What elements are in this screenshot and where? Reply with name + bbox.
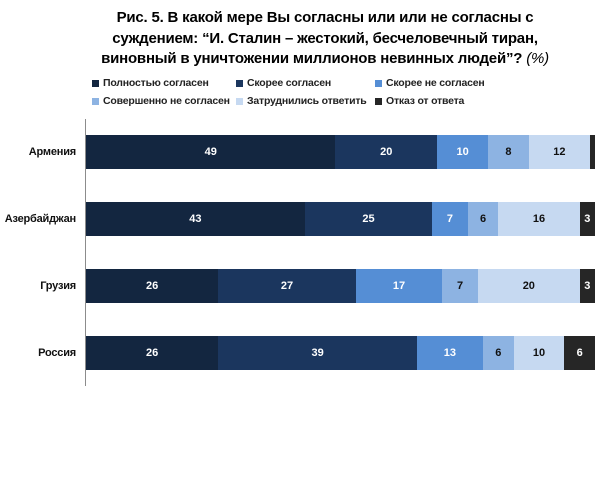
- data-label: 12: [553, 146, 566, 159]
- data-label: 20: [380, 146, 393, 159]
- data-label: 7: [457, 279, 464, 292]
- bar-segment: 49: [86, 135, 336, 170]
- legend-item: Совершенно не согласен: [92, 94, 230, 108]
- bar-segment: 27: [218, 268, 356, 303]
- data-label: 3: [584, 213, 591, 226]
- legend-swatch: [375, 79, 382, 87]
- category-label: Россия: [38, 346, 76, 359]
- data-label: 17: [392, 279, 406, 292]
- bar-segment: [589, 135, 595, 170]
- legend-swatch: [236, 79, 243, 87]
- data-label: 43: [189, 213, 202, 226]
- legend-swatch: [92, 79, 99, 87]
- bar-segment: 26: [86, 335, 219, 370]
- data-label: 10: [532, 346, 546, 359]
- title-unit: (%): [526, 50, 549, 67]
- chart-title: Рис. 5. В какой мере Вы согласны или или…: [60, 8, 590, 70]
- data-label: 3: [584, 279, 591, 292]
- bar-segment: 20: [335, 135, 438, 170]
- data-label: 20: [522, 279, 535, 292]
- bar-segment: 43: [86, 202, 305, 237]
- data-label: 8: [505, 146, 512, 159]
- title-line-3: виновный в уничтожении миллионов невинны…: [60, 49, 590, 70]
- data-label: 6: [495, 346, 502, 359]
- legend-item: Скорее согласен: [236, 76, 331, 90]
- data-label: 26: [146, 279, 159, 292]
- legend-swatch: [92, 97, 99, 105]
- legend-swatch: [375, 97, 382, 105]
- title-line-3-text: виновный в уничтожении миллионов невинны…: [101, 50, 523, 67]
- legend-item: Скорее не согласен: [375, 76, 485, 90]
- data-label: 6: [576, 346, 583, 359]
- bar-segment: 20: [477, 268, 580, 303]
- data-label: 13: [443, 346, 457, 359]
- bar-segment: 6: [467, 202, 499, 237]
- legend-item: Затруднились ответить: [236, 94, 367, 108]
- bar-segment: 16: [498, 202, 580, 237]
- legend-label: Скорее не согласен: [386, 77, 485, 89]
- legend-swatch: [236, 97, 243, 105]
- bar-segment: 7: [432, 202, 468, 237]
- bar-segment: 25: [304, 202, 433, 237]
- bar-segment: 12: [528, 135, 590, 170]
- bar-segment: 10: [513, 335, 565, 370]
- data-label: 10: [456, 146, 469, 159]
- legend-label: Полностью согласен: [103, 77, 209, 89]
- title-line-1: Рис. 5. В какой мере Вы согласны или или…: [116, 9, 534, 26]
- data-label: 16: [532, 213, 546, 226]
- bar-segment: 26: [86, 268, 219, 303]
- legend-item: Полностью согласен: [92, 76, 209, 90]
- data-label: 6: [479, 213, 487, 226]
- data-label: 7: [446, 213, 453, 226]
- legend-label: Отказ от ответа: [386, 95, 465, 107]
- legend-item: Отказ от ответа: [375, 94, 464, 108]
- bar-segment: 39: [218, 335, 417, 370]
- legend-label: Скорее согласен: [247, 77, 332, 89]
- category-label: Азербайджан: [4, 213, 76, 226]
- data-label: 26: [146, 346, 159, 359]
- bar-segment: 3: [579, 268, 595, 303]
- bar-segment: 8: [488, 135, 529, 170]
- bar-segment: 3: [579, 202, 595, 237]
- bar-segment: 6: [483, 335, 514, 370]
- data-label: 39: [311, 346, 324, 359]
- data-label: 27: [280, 279, 294, 292]
- bar-segment: 7: [442, 268, 478, 303]
- category-axis-line: [85, 119, 86, 386]
- data-label: 25: [362, 213, 375, 226]
- bar-segment: 17: [355, 268, 443, 303]
- bar-segment: 10: [437, 135, 489, 170]
- legend-label: Совершенно не согласен: [103, 95, 230, 107]
- title-line-2: суждением: “И. Сталин – жестокий, бесчел…: [112, 29, 538, 47]
- category-label: Армения: [28, 146, 76, 159]
- bar-segment: 13: [416, 335, 483, 370]
- bar-segment: 6: [564, 335, 595, 370]
- category-label: Грузия: [40, 279, 76, 292]
- legend-label: Затруднились ответить: [247, 95, 367, 107]
- data-label: 49: [204, 146, 217, 159]
